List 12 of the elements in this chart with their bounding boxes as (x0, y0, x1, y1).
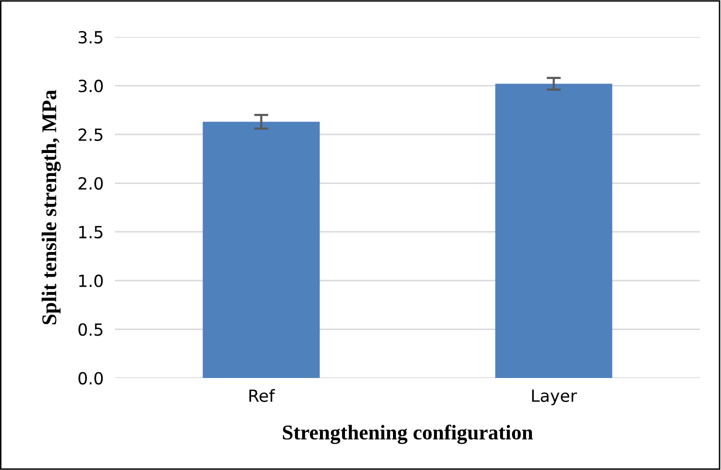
y-tick-label: 0.0 (78, 372, 103, 385)
x-axis-title: Strengthening configuration (282, 424, 533, 444)
y-tick-label: 3.0 (78, 80, 103, 92)
y-tick-label: 1.0 (79, 274, 103, 288)
x-tick-label: Ref (249, 389, 276, 402)
y-axis-title: Split tensile strength, MPa (42, 90, 61, 324)
y-tick-label: 3.5 (78, 30, 102, 44)
y-tick-label: 1.5 (79, 226, 102, 238)
y-tick-label: 0.5 (78, 323, 102, 336)
x-tick-label: Layer (532, 390, 577, 406)
y-tick-label: 2.5 (78, 128, 102, 141)
y-tick-label: 2.0 (78, 177, 103, 190)
